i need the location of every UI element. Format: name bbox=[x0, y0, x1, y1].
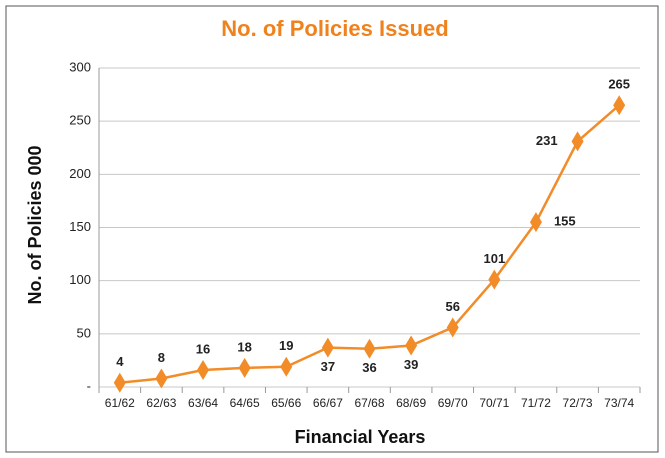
data-label: 8 bbox=[158, 350, 165, 365]
marker bbox=[238, 357, 251, 378]
y-tick-label: 100 bbox=[69, 272, 91, 287]
x-tick-label: 72/73 bbox=[563, 396, 593, 410]
x-tick-label: 65/66 bbox=[271, 396, 301, 410]
marker bbox=[446, 317, 459, 338]
x-tick-label: 61/62 bbox=[105, 396, 135, 410]
data-label: 36 bbox=[362, 360, 376, 375]
data-label: 231 bbox=[536, 133, 558, 148]
x-tick-label: 71/72 bbox=[521, 396, 551, 410]
data-label: 16 bbox=[196, 341, 210, 356]
x-tick-label: 70/71 bbox=[479, 396, 509, 410]
marker bbox=[197, 359, 210, 380]
x-tick-label: 63/64 bbox=[188, 396, 218, 410]
x-tick-label: 66/67 bbox=[313, 396, 343, 410]
y-tick-label: - bbox=[87, 378, 91, 393]
y-tick-label: 200 bbox=[69, 166, 91, 181]
marker bbox=[280, 356, 293, 377]
y-tick-label: 300 bbox=[69, 59, 91, 74]
x-tick-label: 64/65 bbox=[230, 396, 260, 410]
x-tick-label: 62/63 bbox=[146, 396, 176, 410]
marker bbox=[405, 335, 418, 356]
y-tick-label: 50 bbox=[77, 325, 91, 340]
y-tick-label: 250 bbox=[69, 113, 91, 128]
data-label: 37 bbox=[321, 359, 335, 374]
y-tick-label: 150 bbox=[69, 219, 91, 234]
data-label: 155 bbox=[554, 214, 576, 229]
x-tick-label: 69/70 bbox=[438, 396, 468, 410]
marker bbox=[155, 368, 168, 389]
data-label: 19 bbox=[279, 338, 293, 353]
x-tick-label: 67/68 bbox=[354, 396, 384, 410]
marker bbox=[113, 372, 126, 393]
marker bbox=[488, 269, 501, 290]
data-label: 56 bbox=[445, 299, 459, 314]
x-tick-label: 68/69 bbox=[396, 396, 426, 410]
chart-title: No. of Policies Issued bbox=[221, 16, 448, 41]
marker bbox=[529, 212, 542, 233]
data-label: 39 bbox=[404, 357, 418, 372]
marker bbox=[363, 338, 376, 359]
x-tick-label: 73/74 bbox=[604, 396, 634, 410]
data-label: 18 bbox=[237, 339, 251, 354]
data-label: 101 bbox=[483, 251, 505, 266]
data-label: 265 bbox=[608, 77, 630, 92]
data-label: 4 bbox=[116, 354, 124, 369]
marker bbox=[571, 131, 584, 152]
chart-frame bbox=[5, 5, 659, 453]
marker bbox=[321, 337, 334, 358]
marker bbox=[613, 95, 626, 116]
x-axis-title: Financial Years bbox=[295, 427, 426, 447]
y-axis-title: No. of Policies 000 bbox=[25, 145, 45, 304]
